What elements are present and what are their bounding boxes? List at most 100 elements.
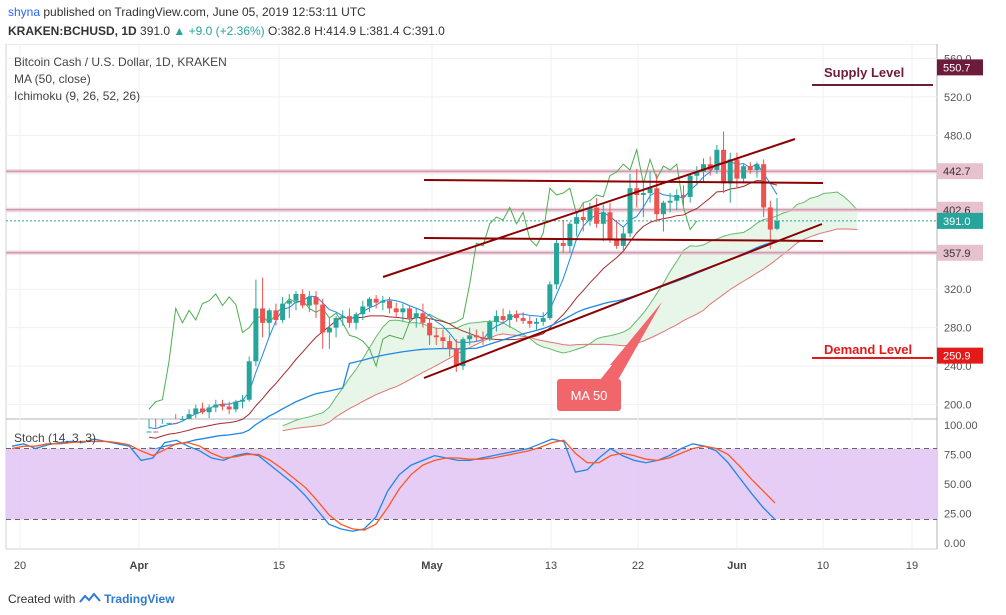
chart-area[interactable]: 200.0240.0280.0320.0360.0400.0440.0480.0… — [0, 44, 1006, 588]
price-tick-label: 320.0 — [944, 284, 972, 296]
candle-body — [206, 407, 212, 413]
stoch-tick-label: 75.00 — [944, 449, 972, 461]
stochastic-pane — [6, 438, 937, 532]
publisher-line: shyna published on TradingView.com, June… — [8, 5, 366, 19]
candle-body — [480, 337, 486, 340]
candle-body — [667, 200, 673, 203]
candle-body — [694, 171, 700, 176]
candle-body — [366, 298, 372, 307]
candle-body — [473, 335, 479, 338]
candle-body — [614, 239, 620, 246]
range-bottom-line — [423, 237, 824, 242]
price-tick-label: 200.0 — [944, 400, 972, 412]
price-label-text: 442.7 — [943, 166, 971, 178]
publisher-username[interactable]: shyna — [8, 5, 41, 19]
candle-body — [433, 335, 439, 338]
candle-body — [246, 361, 252, 400]
candle-body — [453, 348, 459, 367]
price-label-box — [937, 163, 983, 180]
channel-lower-line — [423, 223, 823, 379]
ma-callout-label: MA 50 — [571, 388, 608, 403]
ma-callout-box — [557, 379, 621, 411]
publisher-text: published on TradingView.com, June 05, 2… — [43, 5, 366, 19]
candle-body — [560, 243, 566, 246]
candle-body — [166, 422, 172, 424]
candle-body — [647, 188, 653, 194]
created-with: Created with TradingView — [8, 592, 175, 606]
ticker-symbol: KRAKEN:BCHUSD, 1D — [8, 24, 137, 38]
candle-body — [574, 217, 580, 224]
price-label-box — [937, 59, 983, 76]
price-tick-label: 480.0 — [944, 130, 972, 142]
candle-body — [767, 207, 773, 230]
candle-body — [280, 303, 286, 320]
legend-stoch: Stoch (14, 3, 3) — [14, 431, 96, 445]
ma-callout-tail — [600, 302, 662, 380]
candle-body — [520, 318, 526, 321]
ticker-line: KRAKEN:BCHUSD, 1D 391.0 ▲ +9.0 (+2.36%) … — [8, 24, 445, 38]
candle-body — [741, 166, 747, 179]
price-label-box — [937, 212, 983, 229]
candle-body — [146, 431, 152, 433]
ticker-last: 391.0 — [140, 24, 171, 38]
candle-body — [654, 188, 660, 215]
stoch-tick-label: 0.00 — [944, 538, 965, 550]
time-tick-label: 13 — [545, 560, 557, 572]
candle-body — [393, 308, 399, 313]
demand-level-label: Demand Level — [824, 342, 912, 357]
candle-body — [219, 404, 225, 407]
candle-body — [373, 298, 379, 303]
candle-body — [627, 188, 633, 234]
candle-body — [674, 194, 680, 201]
tradingview-brand[interactable]: TradingView — [104, 592, 175, 606]
time-tick-label: 20 — [14, 560, 26, 572]
price-label-box — [937, 244, 983, 261]
candle-body — [447, 341, 453, 349]
stoch-tick-label: 100.00 — [944, 420, 978, 432]
range-top-line — [423, 179, 824, 184]
time-tick-label: 15 — [273, 560, 285, 572]
triangle-up-icon: ▲ — [173, 24, 186, 38]
candle-body — [159, 425, 165, 427]
legend-ichimoku: Ichimoku (9, 26, 52, 26) — [14, 89, 140, 103]
candle-body — [487, 321, 493, 340]
time-tick-label: 19 — [906, 560, 918, 572]
candle-body — [721, 149, 727, 184]
price-axis: 200.0240.0280.0320.0360.0400.0440.0480.0… — [937, 53, 983, 550]
candle-body — [513, 314, 519, 319]
time-tick-label: Apr — [130, 560, 150, 572]
footer: Created with TradingView — [0, 588, 1006, 615]
candle-body — [580, 217, 586, 220]
candle-body — [240, 399, 246, 402]
price-label-box — [937, 347, 983, 364]
candle-body — [286, 300, 292, 304]
ticker-change: +9.0 (+2.36%) — [188, 24, 265, 38]
candle-body — [640, 193, 646, 195]
trendlines — [382, 138, 824, 379]
created-with-text: Created with — [8, 592, 76, 606]
candle-body — [420, 313, 426, 323]
candle-body — [734, 159, 740, 179]
candle-body — [567, 223, 573, 246]
candle-body — [193, 408, 199, 415]
candle-body — [153, 431, 159, 433]
time-tick-label: 10 — [817, 560, 829, 572]
candle-body — [413, 313, 419, 319]
candle-body — [547, 284, 553, 319]
price-tick-label: 240.0 — [944, 361, 972, 373]
candle-body — [266, 310, 272, 323]
candle-body — [260, 308, 266, 323]
candle-body — [273, 310, 279, 320]
candle-body — [467, 335, 473, 340]
candle-body — [360, 306, 366, 315]
candle-body — [607, 212, 613, 240]
candle-body — [320, 304, 326, 333]
candle-body — [173, 422, 179, 424]
candle-body — [300, 294, 306, 306]
price-label-text: 357.9 — [943, 248, 971, 260]
candle-body — [427, 322, 433, 336]
time-tick-label: 22 — [632, 560, 644, 572]
candle-body — [380, 300, 386, 303]
candle-body — [527, 320, 533, 324]
candle-body — [179, 419, 185, 420]
